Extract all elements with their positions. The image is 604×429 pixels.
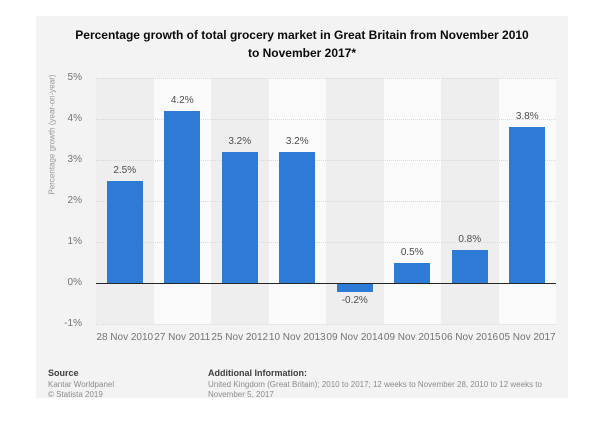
additional-info-text: United Kingdom (Great Britain); 2010 to … (208, 380, 542, 399)
bar (221, 151, 258, 283)
x-tick-label: 25 Nov 2012 (211, 332, 269, 343)
bar (279, 151, 316, 283)
gridline (96, 119, 556, 120)
bar-value-label: 0.5% (400, 246, 424, 258)
x-tick-label: 09 Nov 2014 (326, 332, 384, 343)
y-tick-label: 3% (67, 154, 82, 165)
y-tick-label: 5% (67, 72, 82, 83)
y-axis-title: Percentage growth (year-on-year) (47, 74, 57, 195)
chart-title: Percentage growth of total grocery marke… (75, 28, 529, 60)
gridline (96, 78, 556, 79)
bar (164, 110, 201, 283)
bar-value-label: 3.2% (228, 135, 252, 147)
bar-value-label: -0.2% (341, 295, 368, 307)
gridline (96, 324, 556, 325)
footer-source-column: Source Kantar Worldpanel © Statista 2019 (48, 368, 208, 400)
bar (509, 127, 546, 283)
source-label: Source (48, 368, 79, 378)
additional-info-label: Additional Information: (208, 368, 307, 378)
footer-additional-column: Additional Information: United Kingdom (… (208, 368, 558, 400)
y-tick-label: 0% (67, 277, 82, 288)
x-tick-label: 28 Nov 2010 (96, 332, 154, 343)
bar-value-label: 3.8% (515, 111, 539, 123)
y-tick-label: 2% (67, 195, 82, 206)
source-name: Kantar Worldpanel (48, 380, 115, 389)
bar-value-label: 3.2% (285, 135, 309, 147)
gridline (96, 242, 556, 243)
chart-card: Percentage growth of total grocery marke… (36, 16, 568, 400)
gridline (96, 201, 556, 202)
bar (106, 180, 143, 283)
bar (394, 262, 431, 283)
x-tick-label: 09 Nov 2015 (383, 332, 441, 343)
bar-value-label: 0.8% (458, 234, 482, 246)
x-tick-label: 05 Nov 2017 (498, 332, 556, 343)
bar (451, 250, 488, 283)
x-tick-label: 10 Nov 2013 (268, 332, 326, 343)
plot-area: 2.5% 4.2% 3.2% 3.2% -0.2% 0.5% 0.8% 3.8% (96, 78, 556, 325)
chart-footer: Source Kantar Worldpanel © Statista 2019… (48, 368, 558, 400)
bar-value-label: 2.5% (113, 164, 137, 176)
x-axis: 28 Nov 2010 27 Nov 2011 25 Nov 2012 10 Nov … (96, 332, 556, 346)
zero-axis-line (96, 283, 556, 284)
y-axis: 5% 4% 3% 2% 1% 0% -1% (36, 72, 88, 329)
y-tick-label: -1% (64, 318, 82, 329)
bar-value-label: 4.2% (170, 94, 194, 106)
y-tick-label: 4% (67, 113, 82, 124)
x-tick-label: 06 Nov 2016 (441, 332, 499, 343)
bar (336, 284, 373, 293)
gridline (96, 160, 556, 161)
y-tick-label: 1% (67, 236, 82, 247)
x-tick-label: 27 Nov 2011 (154, 332, 211, 343)
statista-copyright: © Statista 2019 (48, 390, 103, 399)
